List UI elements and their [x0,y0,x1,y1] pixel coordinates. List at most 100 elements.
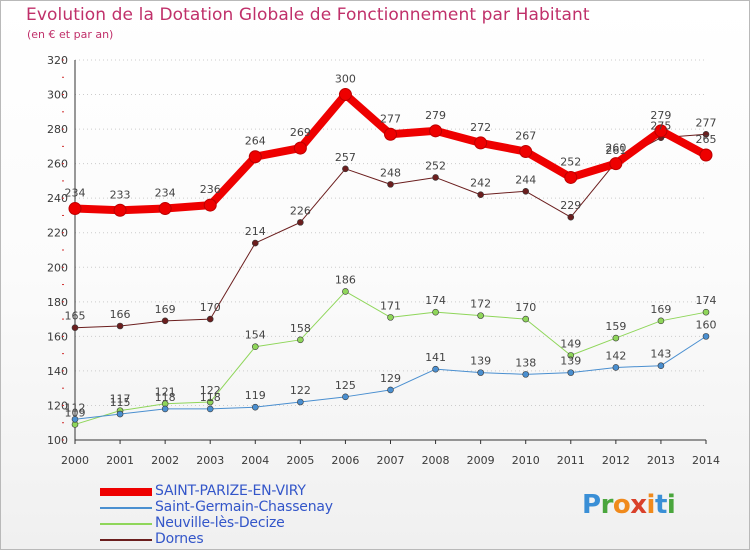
data-label: 244 [515,173,536,186]
data-label: 169 [155,303,176,316]
data-label: 165 [65,310,86,323]
data-label: 242 [470,177,491,190]
legend-swatch [100,507,152,509]
data-label: 300 [335,73,356,86]
data-point [248,150,262,164]
x-tick-label: 2005 [286,454,314,467]
data-label: 139 [560,355,581,368]
data-point [203,198,217,212]
data-point [522,371,530,378]
data-label: 277 [696,116,717,129]
data-point [161,405,169,413]
data-label: 118 [155,391,176,404]
y-tick-label: 100 [47,434,68,447]
data-label: 214 [245,225,266,238]
data-label: 118 [200,391,221,404]
data-label: 252 [560,155,581,168]
x-tick-label: 2012 [602,454,630,467]
data-label: 233 [110,188,131,201]
data-point [474,136,488,150]
data-point [387,314,394,321]
data-label: 166 [110,308,131,321]
data-label: 279 [425,109,446,122]
x-tick-label: 2004 [241,454,269,467]
data-label: 112 [65,401,86,414]
data-point [71,324,79,332]
data-point [432,174,439,181]
brand-letter: r [600,490,614,520]
data-point [342,393,349,401]
data-label: 172 [470,298,491,311]
data-point [564,170,578,184]
data-label: 115 [110,396,131,409]
data-label: 121 [155,386,176,399]
data-point [71,415,79,423]
y-tick-label: 140 [47,365,68,378]
data-label: 122 [200,384,221,397]
chart-subtitle: (en € et par an) [27,28,114,41]
x-tick-label: 2011 [557,454,585,467]
brand-letter: i [646,490,656,520]
data-label: 269 [290,126,311,139]
legend-label: Neuville-lès-Decize [155,515,285,531]
y-tick-label: 300 [47,89,68,102]
x-tick-label: 2000 [61,454,89,467]
legend-label: Dornes [155,531,204,547]
data-point [338,88,352,102]
data-label: 174 [425,294,446,307]
data-point [293,141,307,155]
data-point [342,165,349,173]
brand-logo: Proxiti [582,490,676,520]
data-point [477,312,484,319]
data-label: 149 [560,337,581,350]
data-label: 234 [155,187,176,200]
data-point [567,369,575,376]
x-tick-label: 2006 [331,454,359,467]
data-point [387,181,394,188]
data-label: 160 [696,318,717,331]
data-point [161,317,169,325]
x-tick-label: 2002 [151,454,179,467]
data-label: 119 [245,389,266,402]
brand-letter: i [666,490,676,520]
data-label: 159 [605,320,626,333]
data-label: 174 [696,294,717,307]
data-label: 170 [515,301,536,314]
x-tick-label: 2009 [467,454,495,467]
data-point [297,336,304,344]
data-label: 129 [380,372,401,385]
y-tick-label: 200 [47,261,68,274]
data-label: 226 [290,204,311,217]
brand-letter: t [654,490,667,520]
data-point [612,364,620,371]
data-label: 265 [696,133,717,146]
data-point [297,398,304,406]
data-label: 234 [65,187,86,200]
data-point [116,410,124,418]
data-point [206,398,214,406]
data-label: 277 [380,112,401,125]
data-label: 275 [650,120,671,133]
data-point [702,308,710,316]
brand-letter: P [582,490,601,520]
x-tick-label: 2001 [106,454,134,467]
legend-label: SAINT-PARIZE-EN-VIRY [155,483,306,499]
data-point [384,127,397,141]
data-point [251,343,259,351]
data-label: 260 [605,142,626,155]
legend-swatch [100,539,152,541]
data-label: 169 [650,303,671,316]
y-tick-label: 160 [47,330,68,343]
data-label: 125 [335,379,356,392]
y-tick-label: 120 [47,399,68,412]
data-label: 117 [110,393,131,406]
data-label: 248 [380,166,401,179]
data-point [477,369,484,376]
y-tick-label: 180 [47,296,68,309]
data-point [657,317,665,325]
data-point [116,322,124,330]
legend-swatch [100,523,152,525]
data-point [297,219,304,226]
data-point [158,202,172,216]
